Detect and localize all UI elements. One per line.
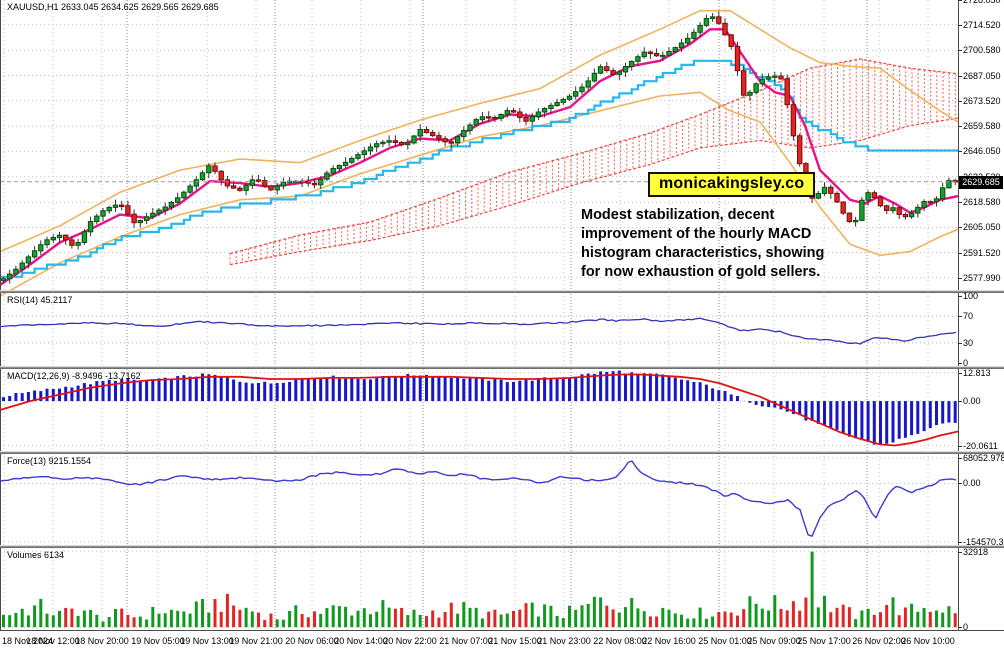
axis-tick xyxy=(958,278,962,279)
axis-tick xyxy=(958,401,962,402)
time-axis-label: 26 Nov 02:00 xyxy=(852,636,906,646)
macd-label: MACD(12,26,9) -8.9496 -13.7162 xyxy=(7,371,141,381)
watermark-badge[interactable]: monicakingsley.co xyxy=(648,172,816,197)
price-axis-label: 2605.050 xyxy=(963,222,1001,232)
time-axis-label: 20 Nov 14:00 xyxy=(334,636,388,646)
time-axis-label: 22 Nov 16:00 xyxy=(642,636,696,646)
time-axis-border xyxy=(0,630,1004,631)
price-axis-label: 32918 xyxy=(963,547,989,557)
time-axis-label: 19 Nov 21:00 xyxy=(229,636,283,646)
axis-tick xyxy=(958,458,962,459)
price-axis-label: 12.813 xyxy=(963,368,991,378)
panel-separator[interactable] xyxy=(0,451,1004,454)
time-axis-label: 22 Nov 08:00 xyxy=(593,636,647,646)
axis-tick xyxy=(958,483,962,484)
symbol-ohlc-label: XAUUSD,H1 2633.045 2634.625 2629.565 262… xyxy=(7,2,219,12)
time-axis-label: 19 Nov 13:00 xyxy=(180,636,234,646)
price-axis-label: 2659.580 xyxy=(963,121,1001,131)
volumes-label: Volumes 6134 xyxy=(7,550,65,560)
price-axis-label: 2673.520 xyxy=(963,96,1001,106)
note-line: histogram characteristics, showing xyxy=(581,245,825,261)
price-axis-label: 30 xyxy=(963,338,974,348)
axis-tick xyxy=(958,253,962,254)
time-axis-label: 25 Nov 09:00 xyxy=(747,636,801,646)
axis-tick xyxy=(958,627,962,628)
time-axis-label: 26 Nov 10:00 xyxy=(901,636,955,646)
panel-separator[interactable] xyxy=(0,545,1004,548)
time-axis-label: 21 Nov 07:00 xyxy=(439,636,493,646)
price-axis-label: -20.0611 xyxy=(963,441,998,451)
axis-tick xyxy=(958,227,962,228)
axis-tick xyxy=(958,25,962,26)
axis-tick xyxy=(958,316,962,317)
axis-tick xyxy=(958,50,962,51)
axis-tick xyxy=(958,542,962,543)
price-axis-label: 0.00 xyxy=(963,478,981,488)
price-axis-label: 2728.050 xyxy=(963,0,1001,5)
price-axis-label: 100 xyxy=(963,291,979,301)
panel-separator[interactable] xyxy=(0,290,1004,293)
price-axis-label: -154570.39 xyxy=(963,537,1004,547)
time-axis-label: 18 Nov 12:00 xyxy=(26,636,80,646)
time-axis-label: 25 Nov 17:00 xyxy=(797,636,851,646)
axis-tick xyxy=(958,363,962,364)
time-axis-label: 18 Nov 20:00 xyxy=(75,636,129,646)
price-axis-label: 70 xyxy=(963,311,974,321)
time-axis-label: 19 Nov 05:00 xyxy=(131,636,185,646)
note-line: for now exhaustion of gold sellers. xyxy=(581,264,821,280)
price-axis-label: 0 xyxy=(963,622,969,632)
time-axis-label: 20 Nov 22:00 xyxy=(383,636,437,646)
note-line: Modest stabilization, decent xyxy=(581,207,775,223)
axis-tick xyxy=(958,373,962,374)
axis-tick xyxy=(958,0,962,1)
time-axis-label: 20 Nov 06:00 xyxy=(285,636,339,646)
rsi-label: RSI(14) 45.2117 xyxy=(7,295,73,305)
chart-left-border xyxy=(0,0,1,630)
time-axis-label: 21 Nov 23:00 xyxy=(537,636,591,646)
price-axis-label: 2577.990 xyxy=(963,273,1001,283)
current-price-badge: 2629.685 xyxy=(959,176,1003,189)
panel-separator[interactable] xyxy=(0,366,1004,369)
analysis-note[interactable]: Modest stabilization, decent improvement … xyxy=(581,206,824,282)
price-axis-label: 0 xyxy=(963,358,969,368)
axis-tick xyxy=(958,343,962,344)
price-axis-label: 2700.580 xyxy=(963,45,1001,55)
axis-tick xyxy=(958,126,962,127)
price-axis-label: 0.00 xyxy=(963,396,981,406)
note-line: improvement of the hourly MACD xyxy=(581,226,812,242)
price-axis-label: 2618.580 xyxy=(963,197,1001,207)
axis-tick xyxy=(958,76,962,77)
axis-tick xyxy=(958,101,962,102)
price-axis-label: 2714.520 xyxy=(963,20,1001,30)
price-axis-label: 2646.050 xyxy=(963,146,1001,156)
force-label: Force(13) 9215.1554 xyxy=(7,456,92,466)
price-axis-label: 68052.9782 xyxy=(963,453,1004,463)
time-axis-label: 25 Nov 01:00 xyxy=(698,636,752,646)
time-axis-label: 21 Nov 15:00 xyxy=(488,636,542,646)
price-axis-border xyxy=(958,0,959,630)
axis-tick xyxy=(958,202,962,203)
price-axis-label: 2591.520 xyxy=(963,248,1001,258)
axis-tick xyxy=(958,151,962,152)
axis-tick xyxy=(958,446,962,447)
axis-tick xyxy=(958,552,962,553)
chart-canvas[interactable] xyxy=(0,0,958,630)
axis-tick xyxy=(958,296,962,297)
time-axis-label: 18 Nov 2024 xyxy=(2,636,54,646)
price-axis-label: 2687.050 xyxy=(963,71,1001,81)
